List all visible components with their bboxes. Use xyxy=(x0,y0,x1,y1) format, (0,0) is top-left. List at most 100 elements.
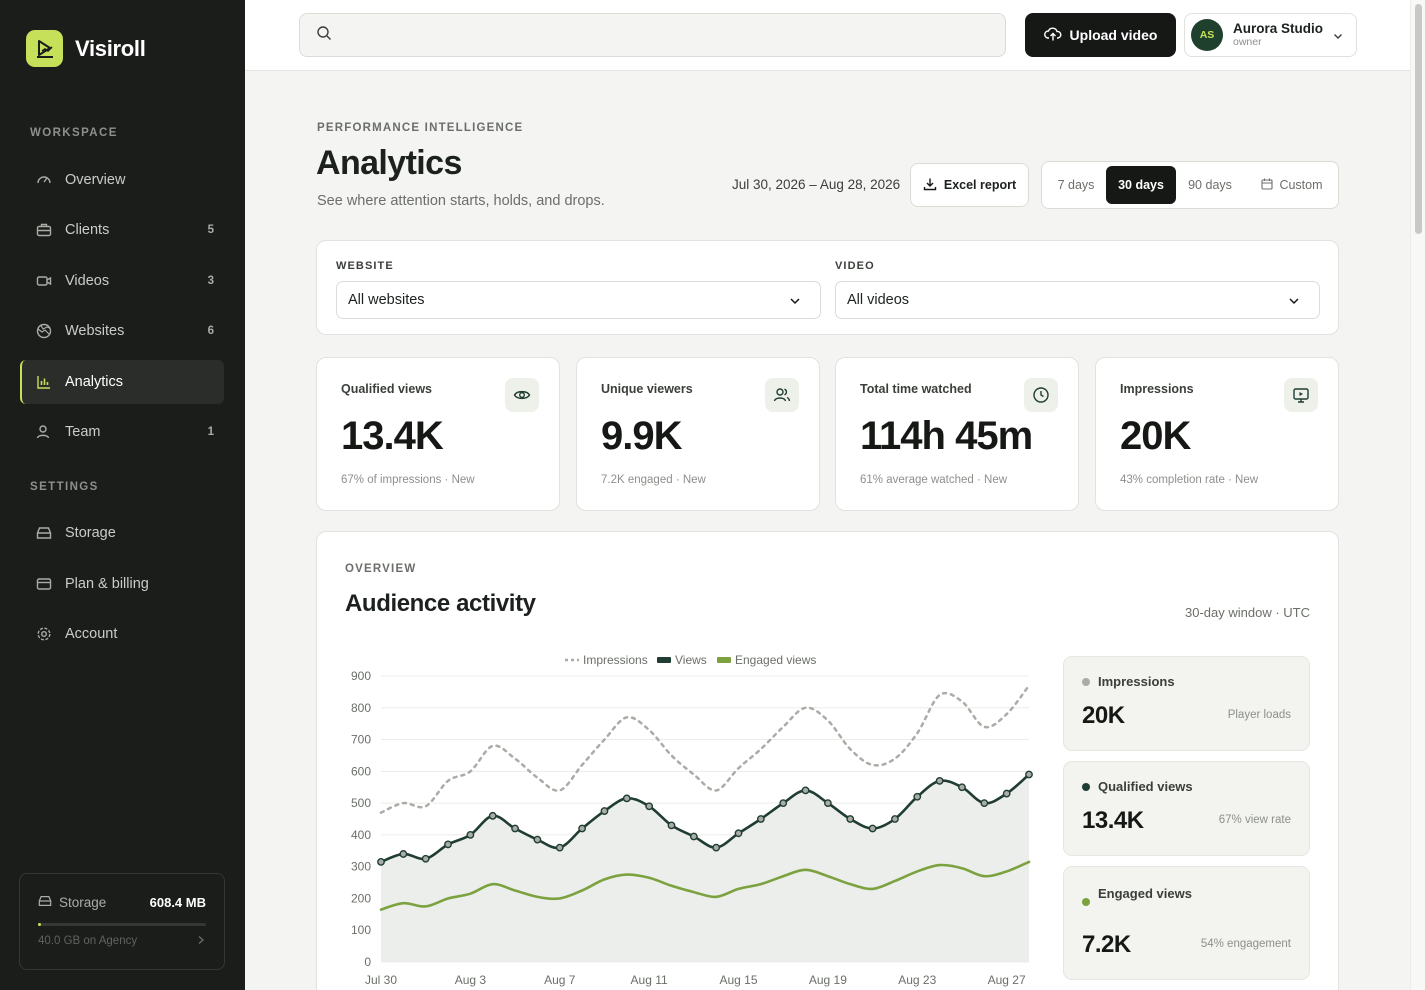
range-90-days[interactable]: 90 days xyxy=(1188,178,1232,192)
gauge-icon xyxy=(35,171,53,189)
briefcase-icon xyxy=(35,221,53,239)
storage-label: Storage xyxy=(59,895,107,910)
user-icon xyxy=(35,423,53,441)
stat-note: 43% completion rate · New xyxy=(1120,474,1259,486)
side-stat-impressions: Impressions 20K Player loads xyxy=(1063,656,1310,751)
overview-window-text: 30-day window · UTC xyxy=(1185,605,1310,620)
chevron-down-icon xyxy=(1332,29,1344,47)
scrollbar-thumb[interactable] xyxy=(1415,4,1422,234)
website-select-value: All websites xyxy=(348,292,425,308)
sidebar-item-clients[interactable]: Clients 5 xyxy=(20,208,224,252)
page-title: Analytics xyxy=(316,144,462,182)
y-tick-label: 0 xyxy=(364,955,371,969)
calendar-icon xyxy=(1261,178,1274,193)
website-select[interactable]: All websites xyxy=(336,281,821,319)
views-point xyxy=(488,811,497,820)
storage-usage-card[interactable]: Storage 608.4 MB 40.0 GB on Agency xyxy=(19,873,225,970)
bar-chart-icon xyxy=(35,373,53,391)
overview-eyebrow: OVERVIEW xyxy=(345,563,417,575)
excel-report-button[interactable]: Excel report xyxy=(910,163,1029,207)
range-7-days[interactable]: 7 days xyxy=(1057,178,1095,192)
storage-icon xyxy=(38,894,52,911)
sidebar-item-videos[interactable]: Videos 3 xyxy=(20,259,224,303)
views-point xyxy=(555,843,564,852)
user-name: Aurora Studio xyxy=(1233,20,1323,36)
search-input[interactable] xyxy=(342,27,982,43)
audience-activity-card: OVERVIEW Audience activity 30-day window… xyxy=(316,531,1339,990)
video-select[interactable]: All videos xyxy=(835,281,1320,319)
stat-note: 67% of impressions · New xyxy=(341,474,475,486)
views-point xyxy=(511,824,519,833)
views-point xyxy=(891,815,899,823)
sidebar-item-plan-billing[interactable]: Plan & billing xyxy=(20,562,224,606)
storage-icon xyxy=(35,524,53,542)
video-icon xyxy=(35,272,53,290)
views-point xyxy=(935,776,944,785)
stat-note: 7.2K engaged · New xyxy=(601,474,706,486)
upload-video-button[interactable]: Upload video xyxy=(1025,13,1176,57)
chevron-right-icon xyxy=(196,935,206,948)
y-tick-label: 100 xyxy=(351,923,371,937)
views-point xyxy=(1002,789,1011,798)
stat-label: Impressions xyxy=(1120,382,1194,396)
gear-icon xyxy=(35,625,53,643)
x-tick-label: Jul 30 xyxy=(365,973,397,987)
storage-progress-bar xyxy=(38,923,206,926)
y-tick-label: 900 xyxy=(351,669,371,683)
y-tick-label: 600 xyxy=(351,764,371,778)
y-tick-label: 500 xyxy=(351,796,371,810)
views-point xyxy=(980,799,989,808)
date-range-text: Jul 30, 2026 – Aug 28, 2026 xyxy=(732,177,901,192)
settings-section-label: SETTINGS xyxy=(30,481,99,493)
sidebar-item-label: Clients xyxy=(65,222,110,238)
legend-swatch xyxy=(717,657,731,663)
series-line-engaged-views xyxy=(379,860,1031,911)
page-eyebrow: PERFORMANCE INTELLIGENCE xyxy=(317,122,524,134)
upload-video-label: Upload video xyxy=(1069,27,1158,43)
views-point xyxy=(667,821,676,830)
x-tick-label: Aug 27 xyxy=(988,973,1026,987)
website-filter-label: WEBSITE xyxy=(336,260,394,272)
user-menu[interactable]: AS Aurora Studio owner xyxy=(1184,13,1357,57)
stat-label: Qualified views xyxy=(341,382,433,396)
side-stat-note: Player loads xyxy=(1227,709,1291,721)
stat-card-unique-viewers[interactable]: Unique viewers 9.9K 7.2K engaged · New xyxy=(576,357,820,511)
stat-card-qualified-views[interactable]: Qualified views 13.4K 67% of impressions… xyxy=(316,357,560,511)
storage-progress-fill xyxy=(38,923,42,926)
sidebar-item-label: Videos xyxy=(65,273,110,289)
audience-activity-chart[interactable]: 0 100 200 300 400 500 600 700 800 900 Jul 30 Aug 3 A… xyxy=(329,642,1049,990)
views-point xyxy=(578,824,587,833)
views-point xyxy=(622,794,631,803)
monitor-icon xyxy=(1284,378,1318,412)
stat-card-impressions[interactable]: Impressions 20K 43% completion rate · Ne… xyxy=(1095,357,1339,511)
brand[interactable]: Visiroll xyxy=(26,30,146,67)
page-scrollbar[interactable] xyxy=(1410,0,1425,990)
y-tick-label: 200 xyxy=(351,891,371,905)
qualified-views-dot xyxy=(1082,783,1090,791)
range-custom[interactable]: Custom xyxy=(1250,166,1334,204)
views-point xyxy=(801,786,810,795)
sidebar-item-analytics[interactable]: Analytics xyxy=(20,360,224,404)
sidebar-item-team[interactable]: Team 1 xyxy=(20,410,224,454)
search-box[interactable] xyxy=(299,13,1006,57)
sidebar-item-label: Websites xyxy=(65,323,125,339)
sidebar-item-storage[interactable]: Storage xyxy=(20,511,224,555)
overview-title: Audience activity xyxy=(345,590,536,617)
logo-icon xyxy=(26,30,63,67)
stat-card-total-time-watched[interactable]: Total time watched 114h 45m 61% average … xyxy=(835,357,1079,511)
side-stat-value: 7.2K xyxy=(1082,931,1131,958)
views-point xyxy=(399,850,408,858)
chevron-down-icon xyxy=(788,294,802,312)
y-tick-label: 400 xyxy=(351,828,371,842)
x-tick-label: Aug 23 xyxy=(898,973,936,987)
range-custom-label: Custom xyxy=(1279,178,1323,192)
side-stat-value: 20K xyxy=(1082,702,1125,729)
stat-label: Total time watched xyxy=(860,382,972,396)
users-icon xyxy=(765,378,799,412)
range-30-days[interactable]: 30 days xyxy=(1106,166,1176,204)
sidebar-item-overview[interactable]: Overview xyxy=(20,158,224,202)
sidebar-item-websites[interactable]: Websites 6 xyxy=(20,309,224,353)
video-filter-label: VIDEO xyxy=(835,260,875,272)
sidebar-item-account[interactable]: Account xyxy=(20,612,224,656)
views-point xyxy=(846,815,855,823)
